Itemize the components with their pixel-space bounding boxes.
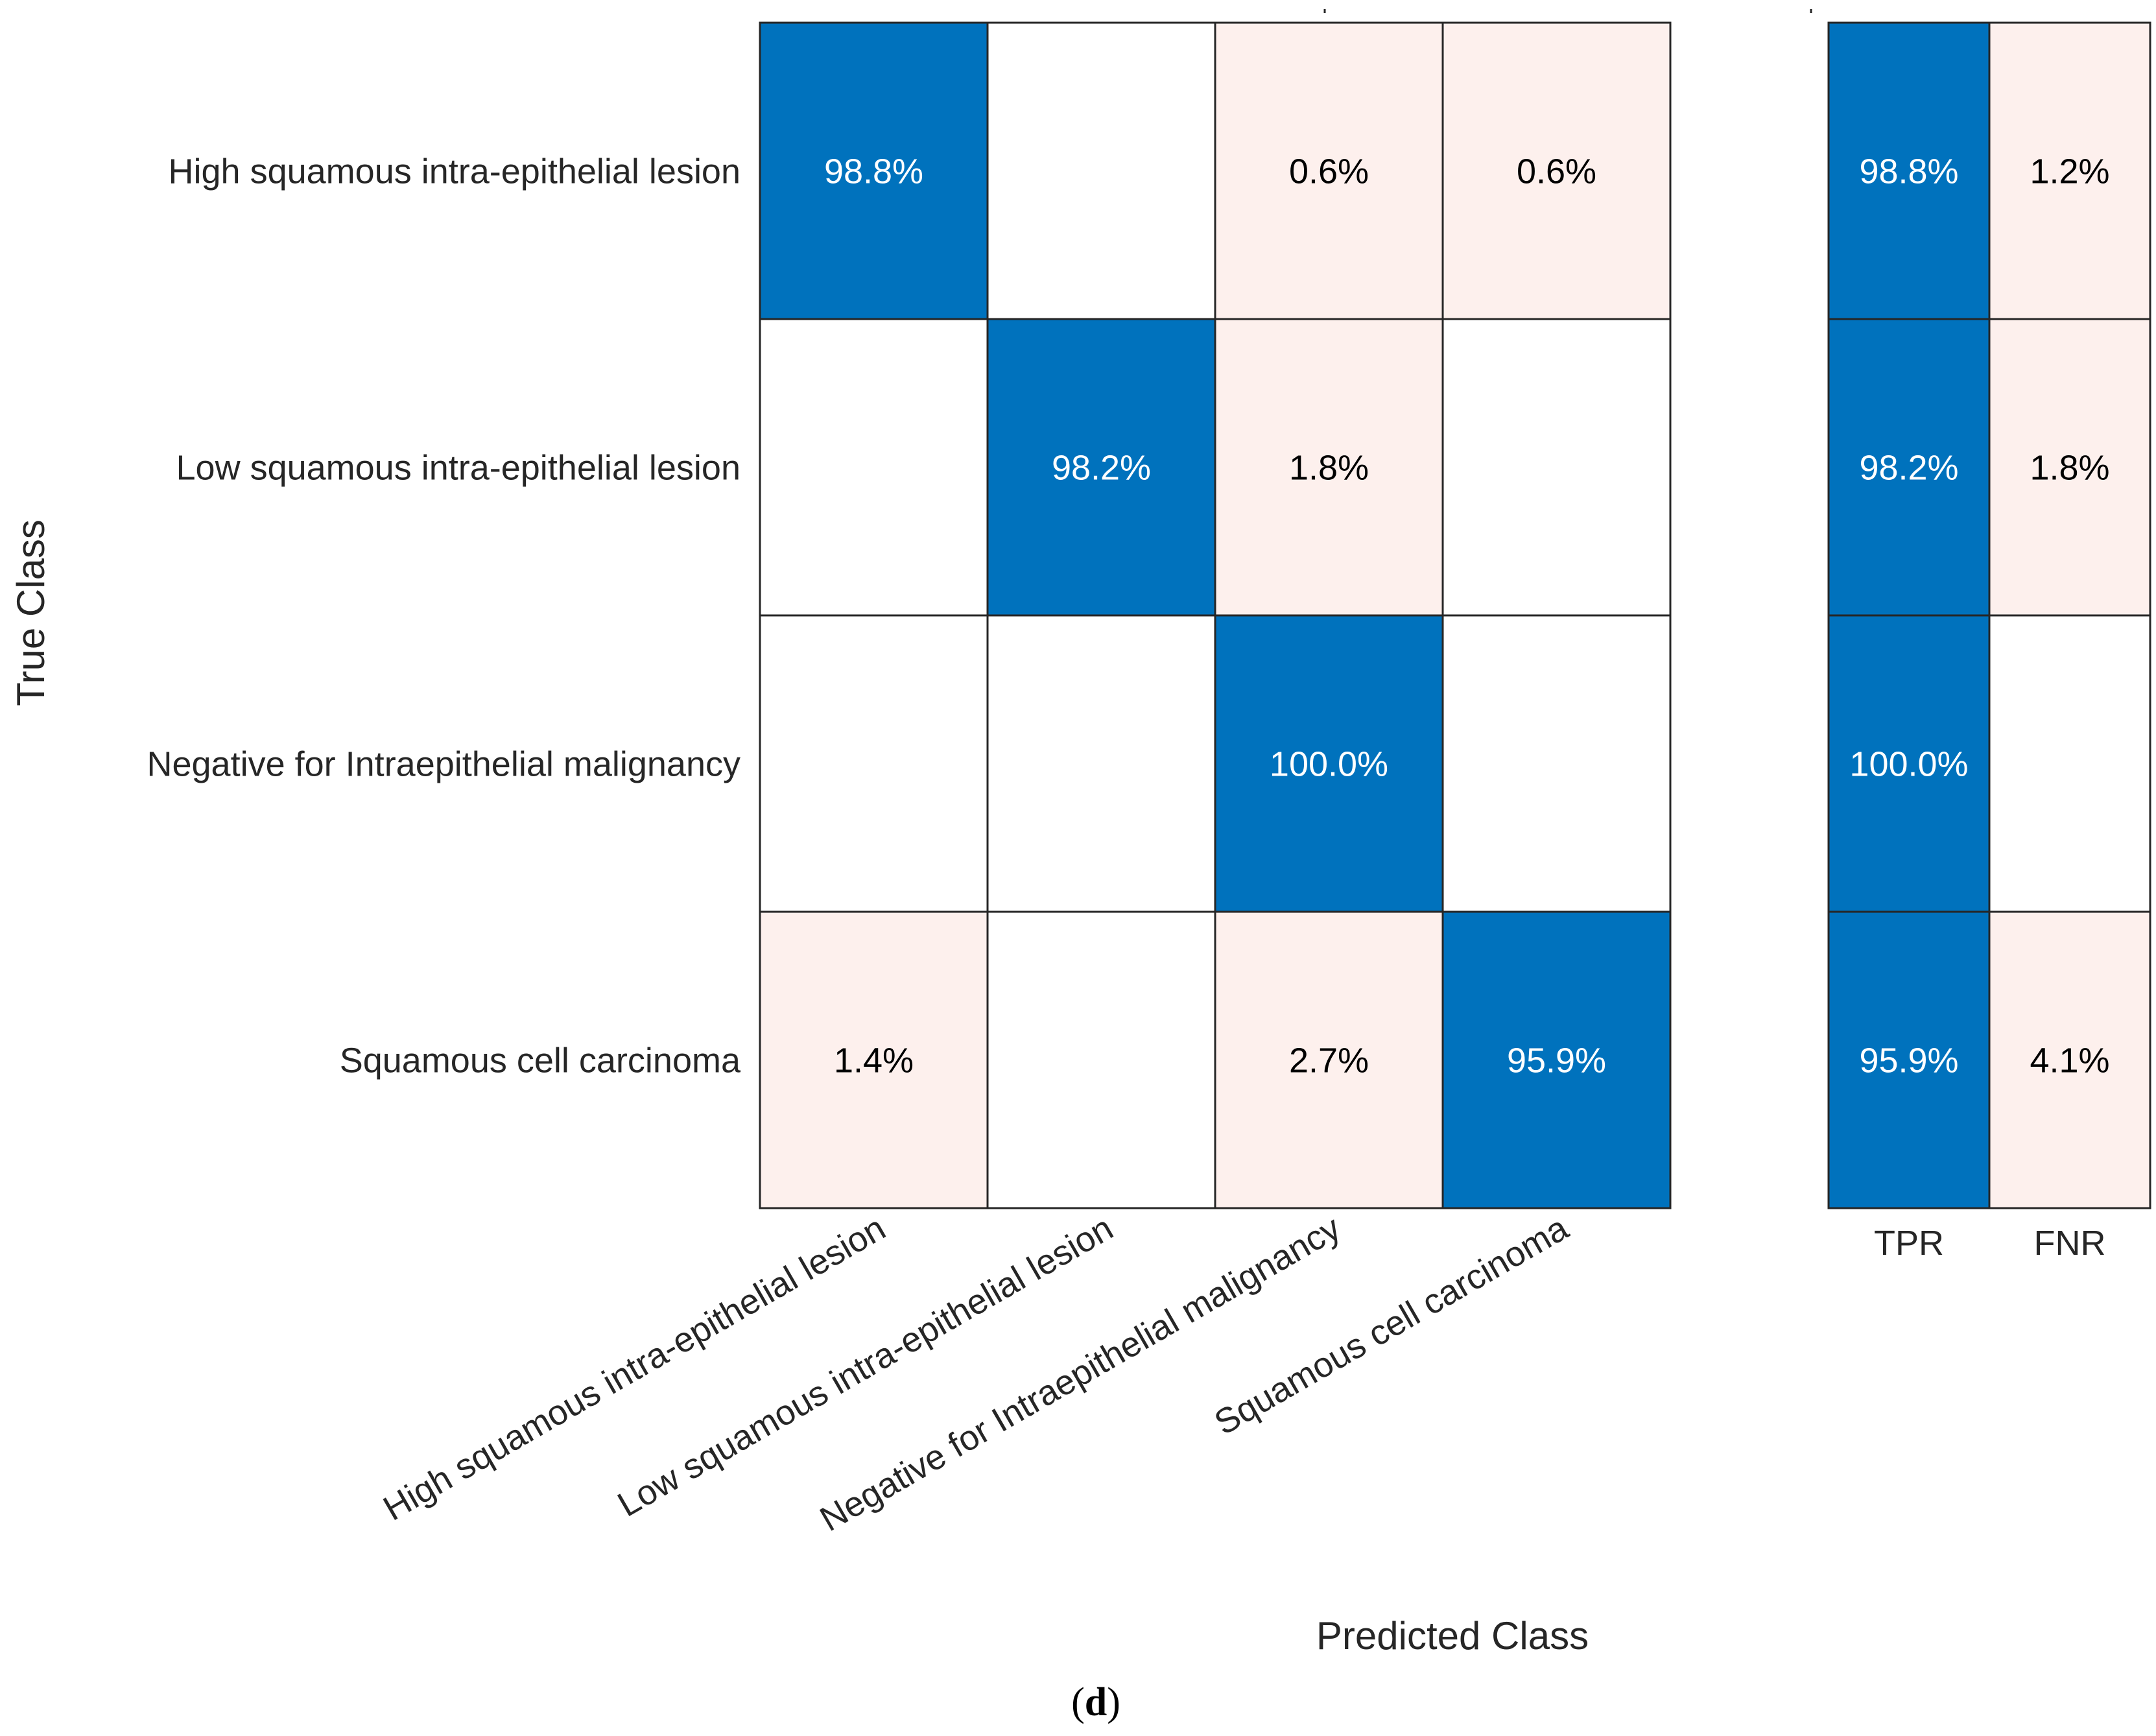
matrix-cell-label: 98.2% [1052, 449, 1151, 488]
matrix-cell [1441, 910, 1672, 1209]
fnr-cell [1988, 910, 2151, 1209]
confusion-matrix-grid: 98.8% 0.6% 0.6% 98.2% 1.8% 100.0% 1.4% 2.7% 95.9… [759, 9, 1672, 1209]
matrix-cell-label: 2.7% [1289, 1041, 1369, 1080]
matrix-cell-label: 95.9% [1507, 1041, 1606, 1080]
figure-caption-letter: d [1085, 1680, 1107, 1724]
matrix-cell [986, 21, 1216, 320]
fnr-cell-label: 1.8% [2030, 449, 2109, 488]
matrix-cell [1441, 614, 1672, 913]
matrix-cell [986, 318, 1216, 617]
summary-tick-labels: TPR FNR [1874, 1224, 2105, 1263]
matrix-cell-label: 1.8% [1289, 449, 1369, 488]
matrix-cell [759, 910, 989, 1209]
tpr-cell-label: 98.8% [1859, 152, 1958, 191]
tpr-cell [1827, 318, 1991, 617]
tpr-cell [1827, 614, 1991, 913]
matrix-cell [1214, 910, 1444, 1209]
summary-grid: 98.8% 1.2% 98.2% 1.8% 100.0% 95.9% 4.1% [1810, 9, 2151, 1209]
y-axis-title: True Class [9, 519, 53, 706]
summary-column-label: FNR [2034, 1224, 2106, 1263]
fnr-cell [1988, 318, 2151, 617]
matrix-cell-label: 98.8% [824, 152, 923, 191]
matrix-cell [1214, 614, 1444, 913]
matrix-cell [759, 614, 989, 913]
matrix-cell [1214, 21, 1444, 320]
fnr-cell [1988, 614, 2151, 913]
tpr-cell [1827, 910, 1991, 1209]
matrix-cell [1441, 318, 1672, 617]
matrix-cell [986, 614, 1216, 913]
summary-column-label: TPR [1874, 1224, 1944, 1263]
tpr-cell-label: 100.0% [1849, 745, 1968, 784]
y-tick-label: Low squamous intra-epithelial lesion [176, 449, 741, 488]
matrix-cell-label: 1.4% [834, 1041, 914, 1080]
fnr-cell-label: 1.2% [2030, 152, 2109, 191]
x-tick-labels: High squamous intra-epithelial lesionLow… [377, 1208, 1575, 1539]
matrix-cell [1441, 21, 1672, 320]
matrix-cell [1214, 318, 1444, 617]
matrix-cell-label: 0.6% [1289, 152, 1369, 191]
matrix-cell-label: 100.0% [1270, 745, 1388, 784]
x-axis-title: Predicted Class [1316, 1614, 1589, 1658]
x-tick-label: Squamous cell carcinoma [1208, 1208, 1575, 1443]
matrix-cell [759, 318, 989, 617]
tpr-cell [1827, 21, 1991, 320]
fnr-cell [1988, 21, 2151, 320]
y-tick-label: Negative for Intraepithelial malignancy [147, 745, 741, 784]
figure-caption: (d) [1071, 1680, 1120, 1724]
y-tick-label: High squamous intra-epithelial lesion [169, 152, 740, 191]
y-tick-labels: High squamous intra-epithelial lesion Low… [147, 152, 741, 1080]
tpr-cell-label: 95.9% [1859, 1041, 1958, 1080]
matrix-cell [759, 21, 989, 320]
tpr-cell-label: 98.2% [1859, 449, 1958, 488]
matrix-cell-label: 0.6% [1517, 152, 1596, 191]
fnr-cell-label: 4.1% [2030, 1041, 2109, 1080]
y-tick-label: Squamous cell carcinoma [340, 1041, 741, 1080]
matrix-cell [986, 910, 1216, 1209]
